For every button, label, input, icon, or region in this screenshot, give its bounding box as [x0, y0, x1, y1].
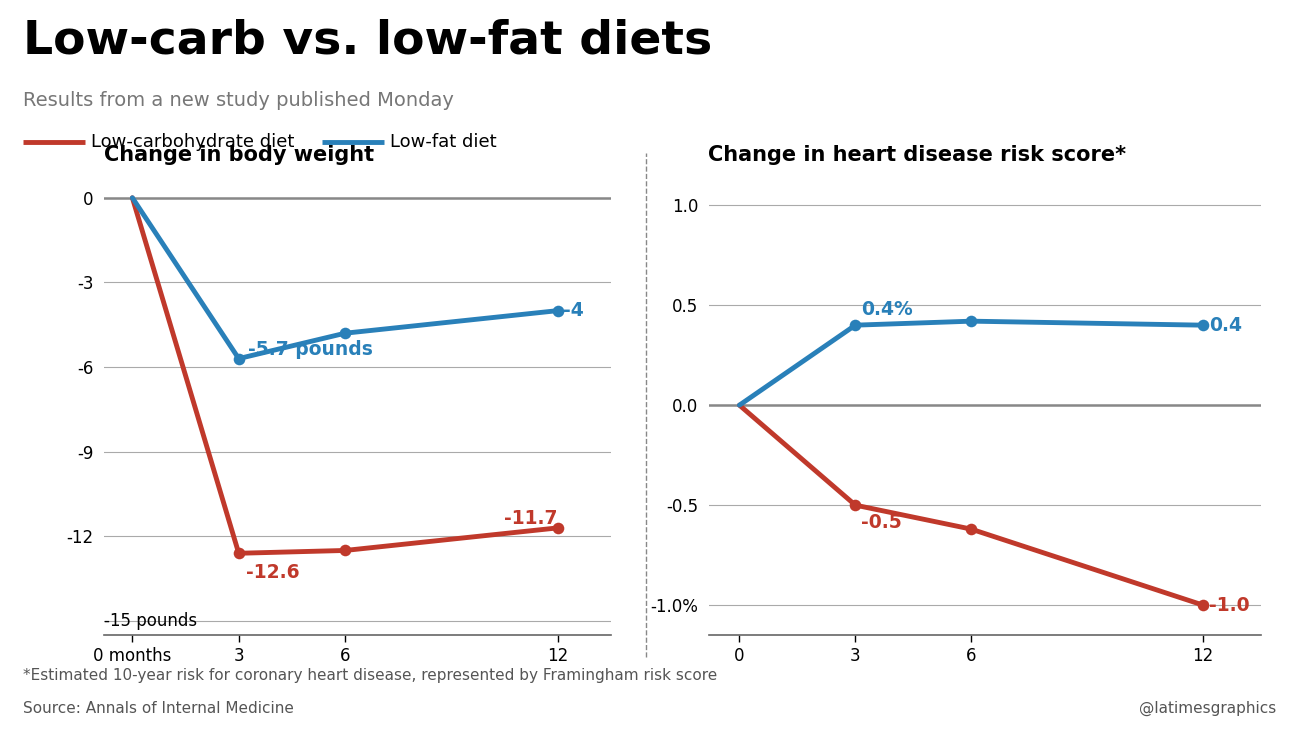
Text: *Estimated 10-year risk for coronary heart disease, represented by Framingham ri: *Estimated 10-year risk for coronary hea… — [23, 668, 718, 683]
Text: @latimesgraphics: @latimesgraphics — [1139, 701, 1277, 716]
Point — [961, 523, 982, 535]
Text: Low-fat diet: Low-fat diet — [390, 134, 497, 151]
Text: Change in body weight: Change in body weight — [104, 145, 374, 165]
Text: -5.7 pounds: -5.7 pounds — [247, 339, 373, 358]
Point — [334, 545, 355, 556]
Text: 0.4: 0.4 — [1209, 315, 1242, 334]
Text: -0.5: -0.5 — [861, 513, 902, 532]
Point — [547, 305, 568, 317]
Point — [1192, 319, 1213, 331]
Text: 0.4%: 0.4% — [861, 300, 913, 319]
Text: Source: Annals of Internal Medicine: Source: Annals of Internal Medicine — [23, 701, 294, 716]
Point — [845, 499, 866, 511]
Point — [961, 315, 982, 327]
Point — [334, 327, 355, 339]
Text: -15 pounds: -15 pounds — [104, 612, 198, 630]
Text: -4: -4 — [563, 301, 584, 320]
Text: -12.6: -12.6 — [246, 563, 299, 582]
Text: Results from a new study published Monday: Results from a new study published Monda… — [23, 91, 454, 110]
Text: -1.0: -1.0 — [1209, 596, 1249, 615]
Point — [1192, 599, 1213, 611]
Point — [845, 319, 866, 331]
Point — [229, 353, 250, 364]
Text: -11.7: -11.7 — [504, 509, 558, 528]
Text: Low-carb vs. low-fat diets: Low-carb vs. low-fat diets — [23, 18, 712, 64]
Text: Low-carbohydrate diet: Low-carbohydrate diet — [91, 134, 294, 151]
Point — [229, 548, 250, 559]
Text: Change in heart disease risk score*: Change in heart disease risk score* — [708, 145, 1127, 165]
Point — [547, 522, 568, 534]
